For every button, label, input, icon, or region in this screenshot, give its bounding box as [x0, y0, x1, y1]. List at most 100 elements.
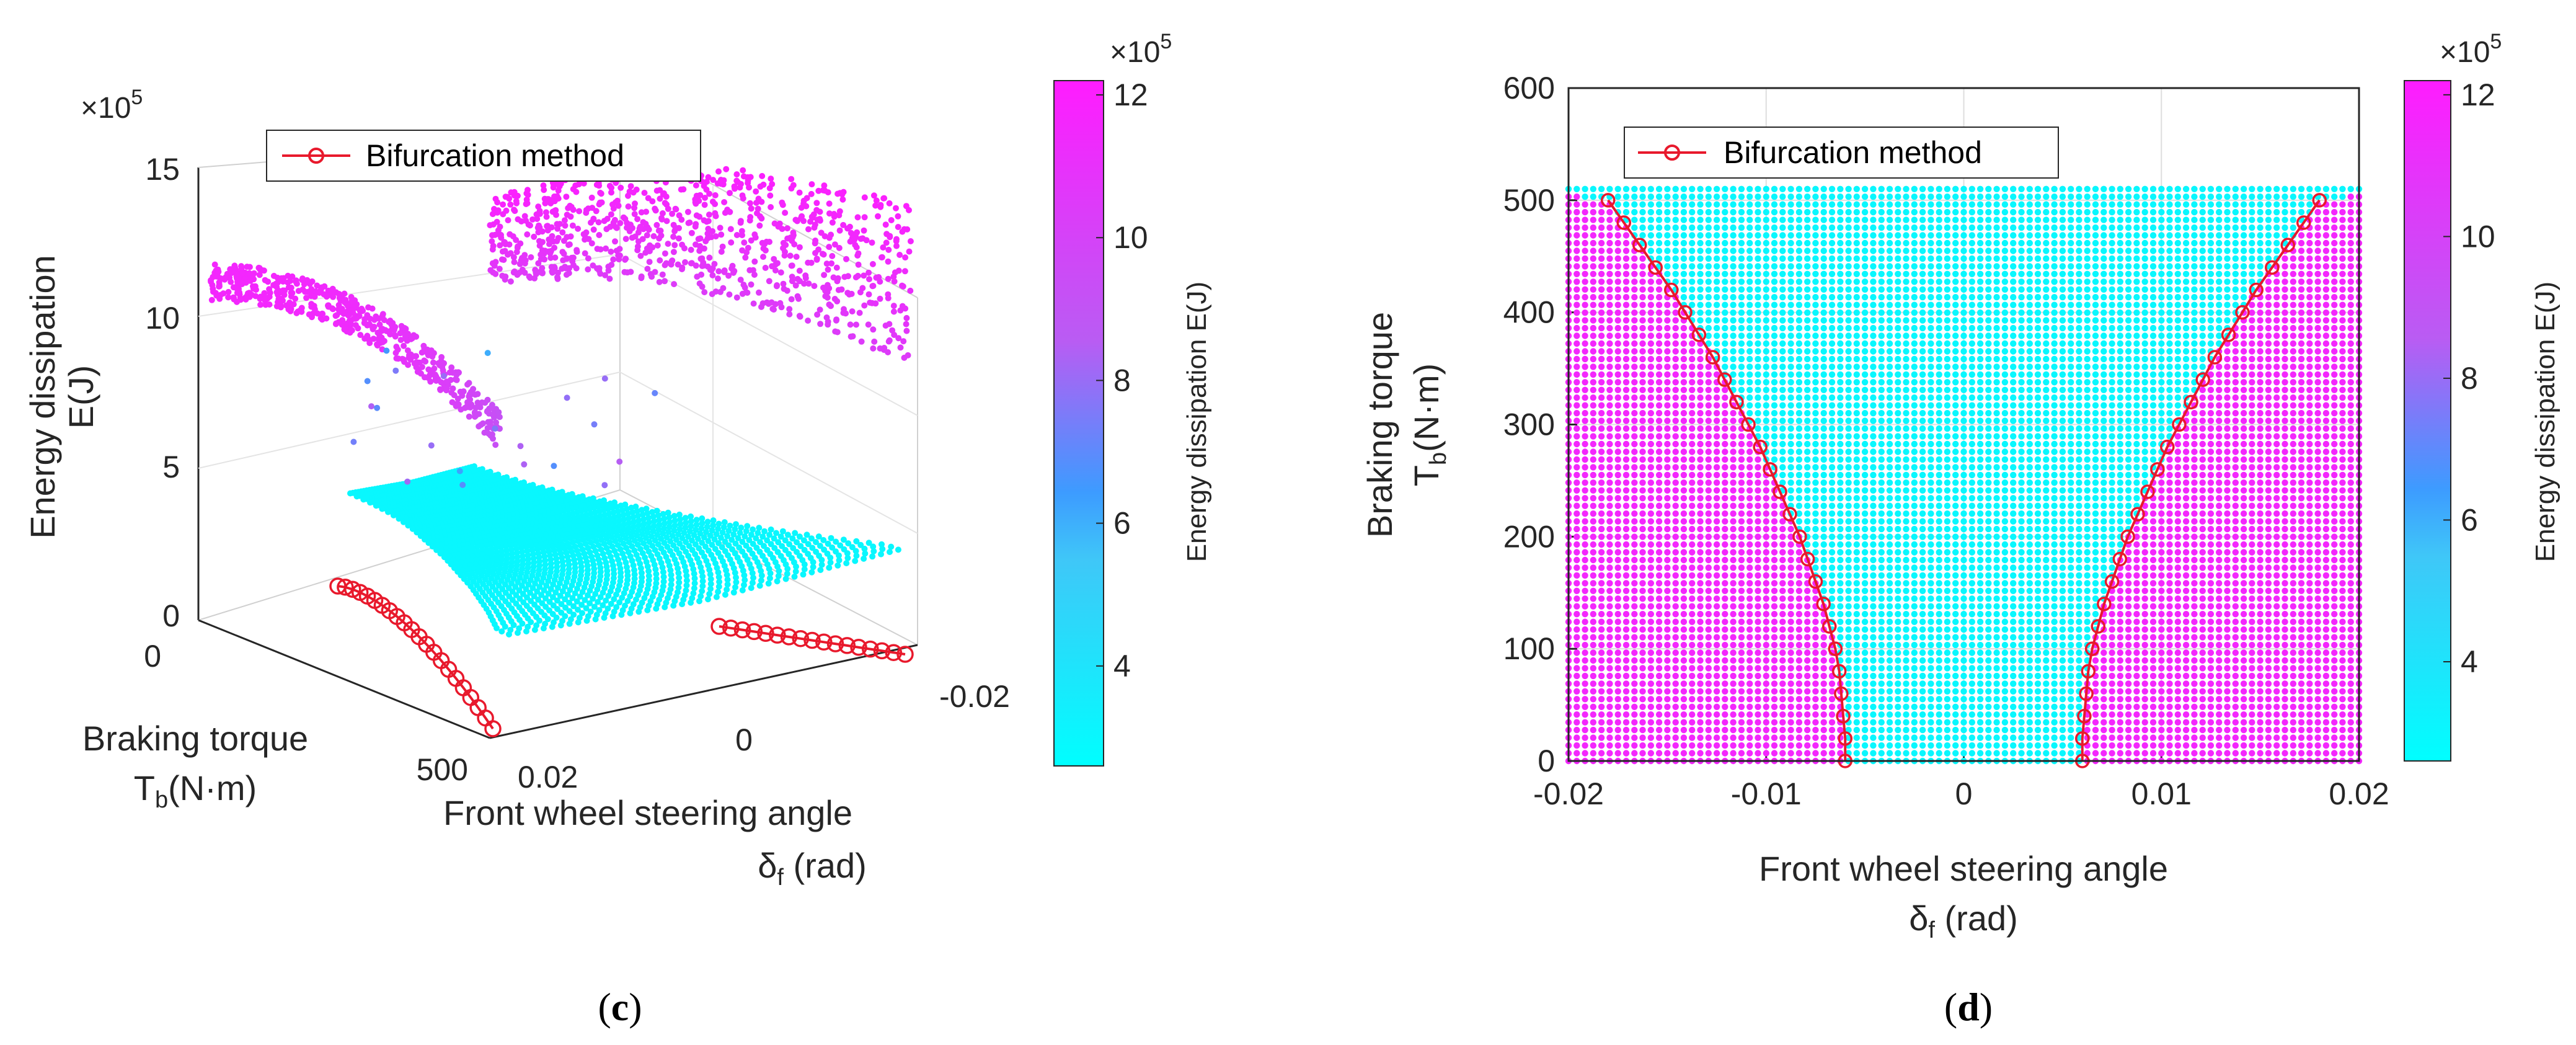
d-grid-point [2232, 719, 2239, 726]
d-grid-point [2100, 665, 2107, 672]
d-grid-point [2265, 719, 2272, 726]
d-grid-point [1928, 680, 1934, 687]
d-grid-point [1738, 688, 1745, 695]
d-grid-point [1672, 719, 1679, 726]
d-grid-point [2257, 649, 2264, 656]
c-left-lobe-point [298, 308, 305, 315]
d-grid-point [2339, 711, 2346, 718]
d-grid-point [2051, 750, 2058, 757]
d-grid-point [1771, 711, 1778, 718]
c-right-lobe-point [865, 321, 872, 328]
d-grid-point [1697, 726, 1704, 734]
d-grid-point [2257, 750, 2264, 757]
d-grid-point [1573, 634, 1580, 641]
c-right-lobe-point [891, 278, 898, 285]
c-left-lobe-point [433, 377, 440, 384]
d-grid-point [1870, 742, 1877, 749]
d-grid-point [1928, 672, 1934, 680]
d-grid-point [1952, 696, 1959, 703]
d-grid-point [2257, 734, 2264, 741]
d-grid-point [2224, 641, 2231, 649]
d-grid-point [1573, 719, 1580, 726]
d-grid-point [1631, 696, 1638, 703]
d-grid-point [1952, 672, 1959, 680]
d-grid-point [2043, 696, 2050, 703]
c-left-lobe-point [314, 282, 321, 289]
d-grid-point [1886, 649, 1893, 656]
c-left-lobe-point [270, 272, 277, 279]
c-transition-point [564, 394, 570, 401]
d-grid-point [1853, 726, 1860, 734]
c-surface-point [575, 619, 582, 626]
d-grid-point [2191, 711, 2198, 718]
c-left-lobe-point [287, 301, 294, 308]
d-grid-point [1730, 750, 1737, 757]
c-right-lobe-point [721, 199, 728, 205]
d-grid-point [1622, 719, 1630, 726]
c-right-lobe-point [821, 233, 828, 239]
d-grid-point [1713, 696, 1720, 703]
d-grid-point [2133, 649, 2140, 656]
d-grid-point [1573, 641, 1580, 649]
d-grid-point [2051, 680, 2058, 687]
d-grid-point [1713, 672, 1720, 680]
d-grid-point [1573, 657, 1580, 664]
d-grid-point [1590, 641, 1596, 649]
c-right-lobe-point [740, 173, 747, 180]
d-grid-point [1639, 696, 1646, 703]
d-grid-point [2076, 641, 2082, 649]
c-cbar-label: Energy dissipation E(J) [1182, 282, 1212, 562]
d-grid-point [2109, 703, 2115, 711]
d-grid-point [2322, 742, 2330, 749]
d-grid-point [2216, 734, 2223, 741]
c-right-lobe-point [551, 265, 558, 272]
d-grid-point [1730, 734, 1737, 741]
d-grid-point [2001, 726, 2009, 734]
d-grid-point [1639, 680, 1646, 687]
d-grid-point [2010, 688, 2017, 695]
d-grid-point [1738, 680, 1745, 687]
d-grid-point [2347, 750, 2354, 757]
c-transition-point [521, 461, 528, 468]
d-grid-point [2265, 734, 2272, 741]
c-right-lobe-point [834, 278, 841, 285]
c-right-lobe-point [506, 241, 513, 248]
d-grid-point [1647, 688, 1654, 695]
d-grid-point [2092, 711, 2099, 718]
d-grid-point [1705, 649, 1712, 656]
d-grid-point [1573, 680, 1580, 687]
d-grid-point [1952, 688, 1959, 695]
d-grid-point [1755, 657, 1761, 664]
c-right-lobe-point [538, 269, 545, 276]
c-right-lobe-point [521, 269, 528, 276]
d-grid-point [2034, 688, 2042, 695]
d-grid-point [1944, 649, 1951, 656]
c-right-lobe-point [903, 321, 910, 327]
c-right-lobe-point [701, 202, 708, 208]
d-grid-point [1746, 696, 1753, 703]
c-transition-point [440, 373, 447, 380]
d-grid-point [1795, 688, 1803, 695]
c-right-lobe-point [903, 314, 910, 321]
d-grid-point [2100, 726, 2107, 734]
d-grid-point [2026, 696, 2033, 703]
c-surface-point [531, 626, 538, 633]
d-grid-point [1689, 657, 1696, 664]
c-right-lobe-point [631, 205, 638, 211]
d-grid-point [2347, 742, 2354, 749]
d-grid-point [1795, 665, 1803, 672]
c-right-lobe-point [768, 204, 774, 210]
d-grid-point [1787, 742, 1794, 749]
d-grid-point [1861, 672, 1869, 680]
d-grid-point [2273, 649, 2280, 656]
d-grid-point [1738, 750, 1745, 757]
d-grid-point [1614, 734, 1621, 741]
c-left-lobe-point [414, 368, 421, 375]
d-grid-point [1960, 672, 1967, 680]
d-grid-point [1614, 657, 1621, 664]
d-grid-point [2265, 672, 2272, 680]
d-grid-point [2339, 703, 2346, 711]
c-left-lobe-point [405, 354, 412, 361]
c-right-lobe-point [627, 183, 634, 190]
c-right-lobe-point [633, 186, 640, 193]
